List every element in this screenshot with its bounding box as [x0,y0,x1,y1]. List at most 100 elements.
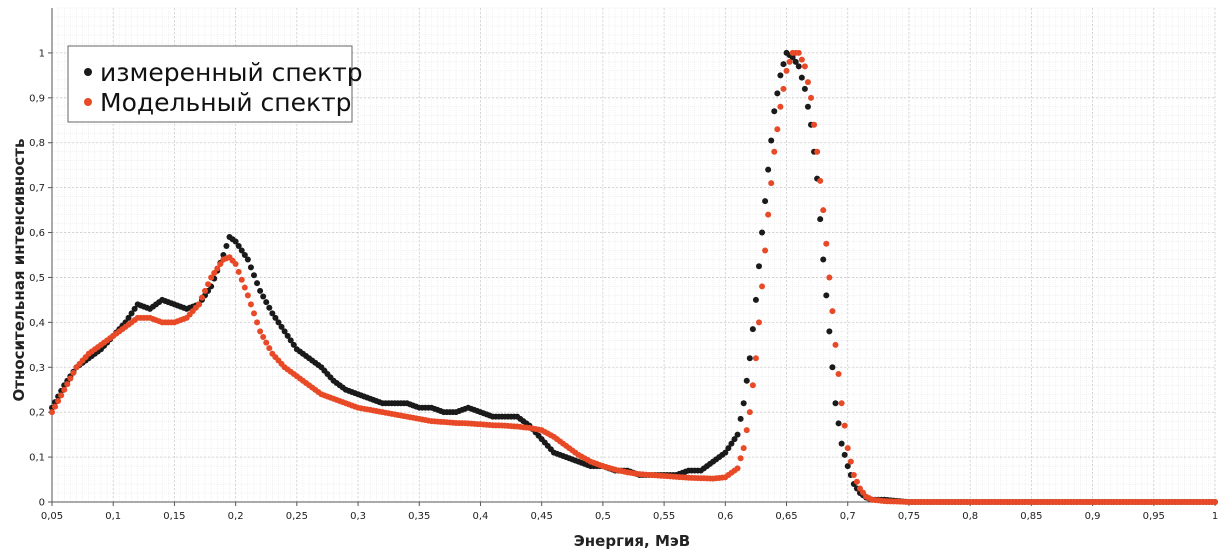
legend-box [67,45,353,123]
model-point [235,268,242,275]
model-point [198,294,205,301]
model-point [743,427,750,434]
model-point [250,310,257,317]
measured-point [284,332,291,339]
measured-point [823,292,830,299]
measured-point [287,337,294,344]
model-point [847,458,854,465]
model-point [208,274,215,281]
model-point [67,375,74,382]
model-point [755,319,762,326]
y-tick-label: 0,8 [29,138,45,149]
model-point [783,67,790,74]
model-point [749,382,756,389]
model-point [211,269,218,276]
x-tick-label: 0,75 [898,511,920,522]
x-tick-label: 0,1 [105,511,121,522]
measured-point [759,229,766,236]
x-tick-label: 0,9 [1085,511,1101,522]
measured-point [755,263,762,270]
measured-point [266,304,273,311]
measured-point [290,341,297,348]
model-point [61,386,68,393]
model-point [214,265,221,272]
measured-point [281,328,288,335]
model-point [811,121,818,128]
measured-point [798,74,805,81]
model-point [260,333,267,340]
model-point [823,240,830,247]
x-tick-label: 0,8 [962,511,978,522]
model-point [746,409,753,416]
x-tick-labels: 0,05 0,1 0,15 0,2 0,25 0,3 0,35 0,4 0,45 0,5 0,55 0… [41,502,1218,522]
measured-point [795,63,802,70]
measured-point [829,364,836,371]
measured-point [768,137,775,144]
model-point [838,400,845,407]
measured-point [820,256,827,263]
model-point [241,284,248,291]
x-tick-label: 0,3 [350,511,366,522]
measured-point [801,85,808,92]
measured-point [257,287,264,294]
model-point [238,276,245,283]
y-tick-label: 0,3 [29,363,45,374]
measured-point [838,440,845,447]
measured-point [247,264,254,271]
model-point [817,177,824,184]
y-tick-label: 0,7 [29,183,45,194]
measured-point [835,420,842,427]
x-tick-label: 0,6 [717,511,733,522]
model-point [786,58,793,65]
model-point [49,409,55,416]
model-point [217,260,224,267]
model-point [64,381,71,388]
measured-point [765,166,772,173]
model-point [801,63,808,70]
model-point [195,301,202,308]
model-point [52,403,59,410]
x-tick-label: 0,35 [408,511,430,522]
model-point [826,274,833,281]
y-tick-label: 0,9 [29,93,45,104]
x-tick-label: 0,65 [775,511,797,522]
measured-point [131,305,138,312]
model-point [774,126,781,133]
model-point [740,445,747,452]
model-point [752,355,759,362]
measured-point [774,90,781,97]
model-point [737,455,744,462]
series-model-points [49,49,1218,505]
measured-point [728,440,735,447]
measured-point [740,400,747,407]
x-tick-label: 0,25 [286,511,308,522]
measured-point [272,314,279,321]
measured-point [844,463,851,470]
model-point [244,292,251,299]
measured-point [777,72,784,79]
x-tick-label: 0,2 [228,511,244,522]
model-point [798,56,805,63]
y-tick-label: 0,1 [29,453,45,464]
legend: измеренный спектр Модельный спектр [67,45,363,123]
model-point [263,339,270,346]
legend-marker-measured [84,68,92,76]
model-point [795,49,802,56]
y-tick-label: 1 [39,48,45,59]
x-tick-label: 0,85 [1020,511,1042,522]
model-point [205,281,212,288]
measured-point [752,296,759,303]
model-point [254,319,261,326]
model-point [232,260,239,267]
legend-label-model: Модельный спектр [100,88,352,117]
measured-point [762,198,769,205]
measured-point [832,400,839,407]
measured-point [804,103,811,110]
measured-point [746,355,753,362]
measured-point [250,272,257,279]
model-point [202,287,209,294]
model-point [841,422,848,429]
x-tick-label: 0,7 [840,511,856,522]
measured-point [841,451,848,458]
